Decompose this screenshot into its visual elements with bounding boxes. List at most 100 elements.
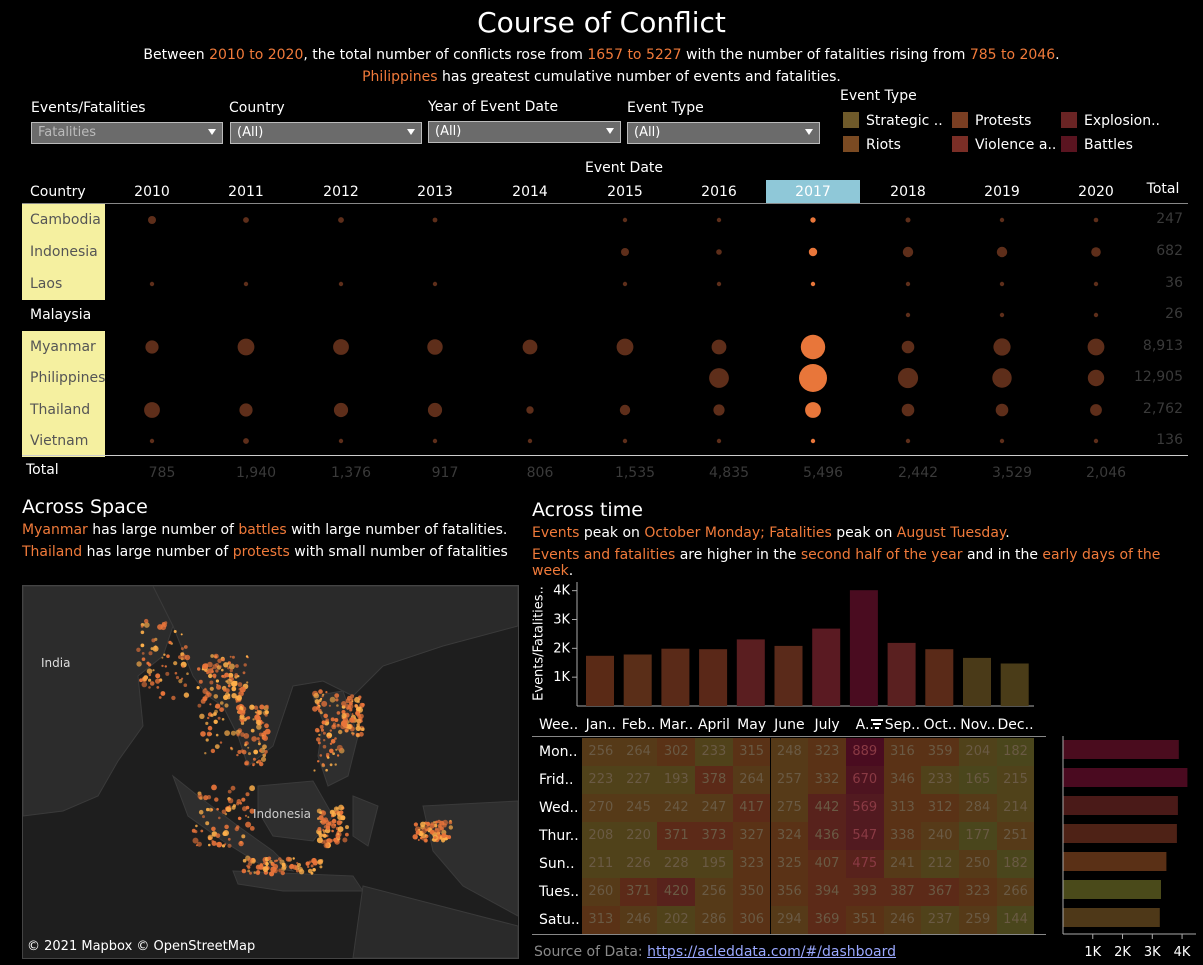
heat-cell[interactable]: 327	[732, 822, 771, 850]
heat-cell[interactable]: 220	[619, 822, 658, 850]
bubble-laos-2015[interactable]	[622, 281, 628, 287]
heat-cell[interactable]: 324	[770, 822, 809, 850]
bubble-indonesia-2015[interactable]	[621, 248, 629, 256]
heat-cell[interactable]: 237	[921, 906, 959, 934]
country-row-thailand[interactable]: Thailand	[22, 394, 105, 426]
heatmap-row-5[interactable]: Tues..	[539, 884, 580, 900]
heat-cell[interactable]: 264	[732, 766, 771, 794]
heat-cell[interactable]: 270	[582, 794, 620, 822]
map-attribution[interactable]: © 2021 Mapbox © OpenStreetMap	[27, 939, 256, 954]
bubble-thailand-2016[interactable]	[713, 404, 725, 416]
bubble-thailand-2012[interactable]	[333, 402, 349, 418]
heat-cell[interactable]: 250	[959, 850, 997, 878]
heat-cell[interactable]: 233	[695, 738, 733, 766]
bubble-myanmar-2014[interactable]	[522, 339, 538, 355]
heatmap-col-4[interactable]: May	[737, 717, 767, 733]
heat-cell[interactable]: 323	[959, 878, 997, 906]
bubble-laos-2013[interactable]	[432, 281, 438, 287]
heatmap-col-9[interactable]: Oct..	[923, 717, 957, 733]
bubble-thailand-2017[interactable]	[805, 402, 821, 418]
heat-cell[interactable]: 202	[657, 906, 696, 934]
bubble-philippines-2020[interactable]	[1087, 369, 1105, 387]
bubble-thailand-2011[interactable]	[239, 403, 253, 417]
bubble-vietnam-2017[interactable]	[810, 438, 816, 444]
bubble-malaysia-2018[interactable]	[905, 312, 911, 318]
year-header-2019[interactable]: 2019	[984, 184, 1020, 200]
bubble-laos-2017[interactable]	[810, 281, 816, 287]
heat-cell[interactable]: 241	[883, 850, 922, 878]
heatmap-row-3[interactable]: Thur..	[539, 828, 579, 844]
heat-cell[interactable]: 264	[619, 738, 658, 766]
heatmap-row-4[interactable]: Sun..	[539, 856, 575, 872]
bubble-laos-2011[interactable]	[243, 281, 249, 287]
year-header-2010[interactable]: 2010	[134, 184, 170, 200]
bubble-cambodia-2020[interactable]	[1093, 217, 1099, 223]
heat-cell[interactable]: 286	[695, 906, 733, 934]
bubble-thailand-2018[interactable]	[901, 403, 915, 417]
heat-cell[interactable]: 346	[883, 766, 922, 794]
heat-cell[interactable]: 889	[845, 738, 884, 766]
bubble-thailand-2010[interactable]	[144, 402, 160, 418]
bubble-laos-2016[interactable]	[716, 281, 722, 287]
country-dropdown[interactable]: (All)	[230, 122, 422, 144]
bubble-cambodia-2019[interactable]	[999, 217, 1005, 223]
heatmap-col-7[interactable]: A..	[855, 717, 874, 733]
heat-cell[interactable]: 373	[695, 822, 733, 850]
year-header-2012[interactable]: 2012	[323, 184, 359, 200]
heatmap-col-8[interactable]: Sep..	[884, 717, 921, 733]
bubble-thailand-2014[interactable]	[526, 406, 534, 414]
legend-item-violence[interactable]: Violence a..	[952, 136, 1056, 153]
heat-cell[interactable]: 394	[808, 878, 846, 906]
bubble-vietnam-2010[interactable]	[149, 438, 155, 444]
month-bar-1[interactable]	[623, 654, 652, 707]
heat-cell[interactable]: 260	[582, 878, 620, 906]
bubble-indonesia-2019[interactable]	[996, 246, 1008, 258]
bubble-cambodia-2011[interactable]	[243, 217, 249, 223]
event-map[interactable]: India Indonesia © 2021 Mapbox © OpenStre…	[22, 585, 519, 959]
year-header-2020[interactable]: 2020	[1078, 184, 1114, 200]
heat-cell[interactable]: 212	[921, 850, 959, 878]
heat-cell[interactable]: 165	[959, 766, 997, 794]
country-row-myanmar[interactable]: Myanmar	[22, 331, 105, 363]
heat-cell[interactable]: 420	[657, 878, 696, 906]
heat-cell[interactable]: 569	[845, 794, 884, 822]
heat-cell[interactable]: 195	[695, 850, 733, 878]
heat-cell[interactable]: 313	[582, 906, 620, 934]
bubble-vietnam-2020[interactable]	[1093, 438, 1099, 444]
bubble-myanmar-2020[interactable]	[1087, 338, 1105, 356]
heatmap-col-3[interactable]: April	[697, 717, 730, 733]
weekday-bar-6[interactable]	[1063, 908, 1160, 927]
heat-cell[interactable]: 302	[657, 738, 696, 766]
year-header-2016[interactable]: 2016	[701, 184, 737, 200]
bubble-malaysia-2020[interactable]	[1093, 312, 1099, 318]
bubble-myanmar-2017[interactable]	[800, 334, 826, 360]
country-row-malaysia[interactable]: Malaysia	[30, 307, 92, 323]
heat-cell[interactable]: 351	[845, 906, 884, 934]
bubble-vietnam-2016[interactable]	[716, 438, 722, 444]
year-header-2011[interactable]: 2011	[228, 184, 264, 200]
heat-cell[interactable]: 371	[657, 822, 696, 850]
bubble-myanmar-2019[interactable]	[993, 338, 1011, 356]
heat-cell[interactable]: 247	[695, 794, 733, 822]
bubble-thailand-2020[interactable]	[1090, 404, 1102, 416]
heat-cell[interactable]: 240	[921, 822, 959, 850]
bubble-philippines-2016[interactable]	[709, 368, 729, 388]
bubble-myanmar-2010[interactable]	[145, 340, 159, 354]
bubble-cambodia-2010[interactable]	[148, 216, 156, 224]
bubble-cambodia-2012[interactable]	[338, 217, 344, 223]
bubble-cambodia-2017[interactable]	[810, 217, 816, 223]
bubble-myanmar-2013[interactable]	[427, 339, 443, 355]
heat-cell[interactable]: 204	[959, 738, 997, 766]
year-header-2013[interactable]: 2013	[417, 184, 453, 200]
bubble-laos-2019[interactable]	[999, 281, 1005, 287]
heat-cell[interactable]: 547	[845, 822, 884, 850]
heat-cell[interactable]: 177	[959, 822, 997, 850]
year-header-2014[interactable]: 2014	[512, 184, 548, 200]
heatmap-col-2[interactable]: Mar..	[659, 717, 694, 733]
legend-item-riots[interactable]: Riots	[843, 136, 901, 153]
heat-cell[interactable]: 350	[732, 878, 771, 906]
heat-cell[interactable]: 670	[845, 766, 884, 794]
weekday-bar-2[interactable]	[1063, 796, 1178, 815]
heat-cell[interactable]: 233	[921, 766, 959, 794]
heatmap-row-0[interactable]: Mon..	[539, 744, 578, 760]
